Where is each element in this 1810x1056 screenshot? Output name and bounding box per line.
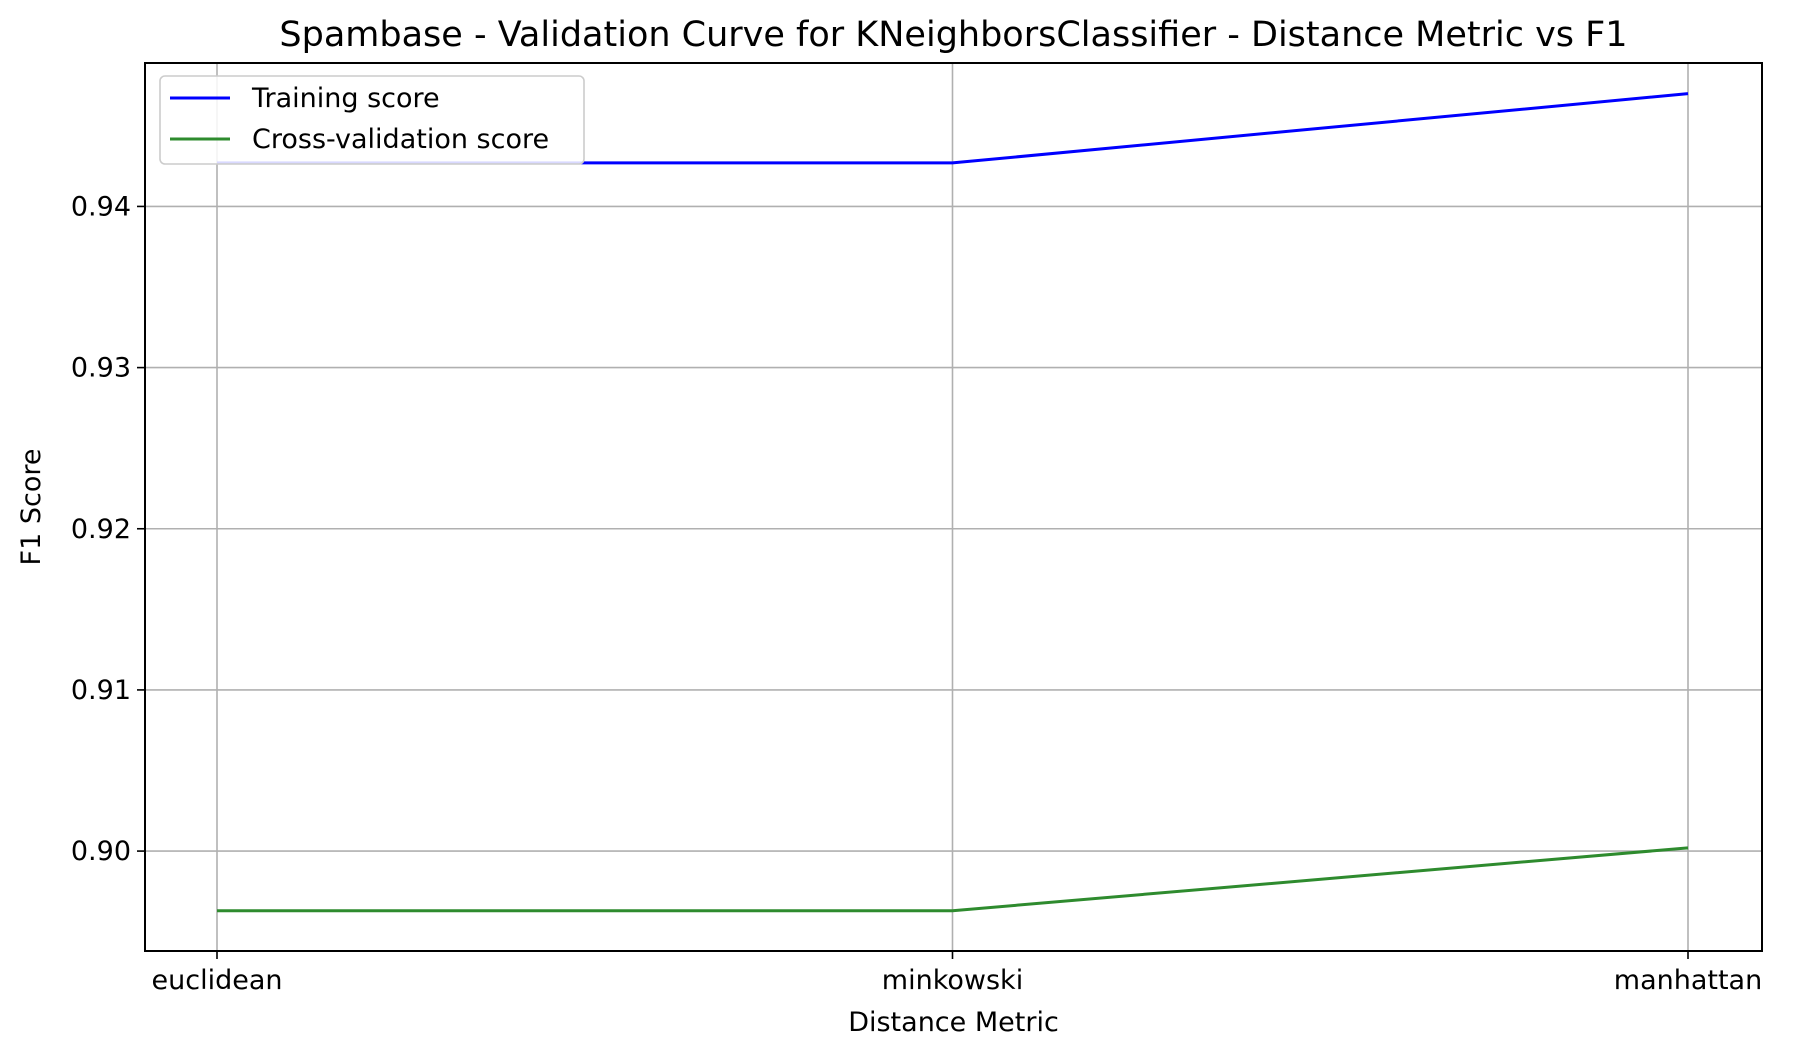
y-tick-label: 0.90 <box>71 836 131 867</box>
chart-title: Spambase - Validation Curve for KNeighbo… <box>279 15 1627 55</box>
series-line-1 <box>217 846 1689 913</box>
grid <box>145 63 1762 951</box>
y-tick-label: 0.94 <box>71 191 131 222</box>
axis-ticks: euclidean minkowski manhattan 0.90 0.91 0.92 0… <box>71 191 1762 996</box>
legend-label: Cross-validation score <box>252 124 549 155</box>
x-tick-label: euclidean <box>152 965 283 996</box>
plot-frame <box>144 62 1763 952</box>
x-tick-label: manhattan <box>1614 965 1762 996</box>
y-tick-label: 0.93 <box>71 353 131 384</box>
y-tick-label: 0.91 <box>71 675 131 706</box>
legend: Training score Cross-validation score <box>159 75 585 165</box>
x-axis-label: Distance Metric <box>848 1007 1059 1038</box>
x-tick-label: minkowski <box>882 965 1023 996</box>
y-tick-label: 0.92 <box>71 514 131 545</box>
y-axis-label: F1 Score <box>16 449 47 566</box>
legend-box <box>159 75 585 165</box>
legend-label: Training score <box>251 83 440 114</box>
